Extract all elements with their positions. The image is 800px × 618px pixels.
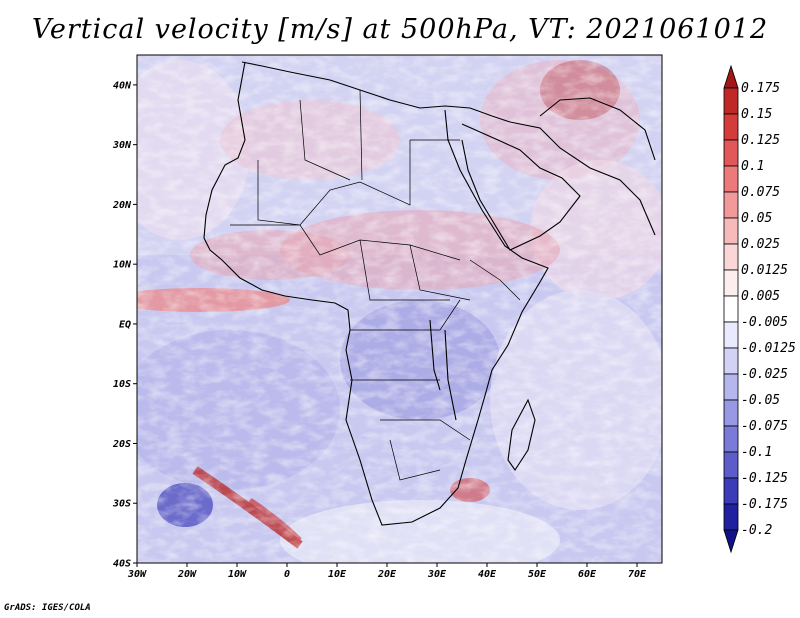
colorbar-label: 0.005 bbox=[741, 289, 780, 304]
colorbar-label: -0.075 bbox=[741, 419, 788, 434]
colorbar-swatch bbox=[723, 399, 739, 427]
lon-tick-label: 10W bbox=[228, 569, 247, 580]
lat-tick-label: 30S bbox=[112, 499, 131, 510]
colorbar-label: 0.0125 bbox=[741, 263, 788, 278]
colorbar-swatch bbox=[723, 269, 739, 297]
colorbar-top-arrow bbox=[723, 64, 739, 89]
colorbar-swatch bbox=[723, 139, 739, 167]
lat-tick-label: 20S bbox=[112, 439, 131, 450]
lon-tick-label: 20W bbox=[177, 569, 197, 580]
map-title: Vertical velocity [m/s] at 500hPa, VT: 2… bbox=[31, 14, 769, 45]
lon-tick-label: 60E bbox=[578, 569, 597, 580]
colorbar-swatch bbox=[723, 191, 739, 219]
lat-tick-label: 20N bbox=[112, 200, 132, 211]
longitude-axis: 30W 20W 10W 0 10E 20E 30E 40E 50E 60E 70E bbox=[127, 563, 647, 580]
colorbar-label: -0.025 bbox=[741, 367, 788, 382]
lon-tick-label: 70E bbox=[628, 569, 647, 580]
colorbar-label: -0.005 bbox=[741, 315, 788, 330]
colorbar-swatch bbox=[723, 321, 739, 349]
lat-tick-label: EQ bbox=[119, 319, 131, 330]
colorbar-swatch bbox=[723, 451, 739, 479]
colorbar-label: -0.0125 bbox=[741, 341, 796, 356]
velocity-field bbox=[137, 55, 662, 563]
lat-tick-label: 30N bbox=[112, 140, 132, 151]
lat-tick-label: 40S bbox=[113, 559, 131, 570]
lon-tick-label: 30W bbox=[127, 569, 147, 580]
lon-tick-label: 20E bbox=[377, 569, 397, 580]
grads-credit: GrADS: IGES/COLA bbox=[4, 603, 91, 613]
colorbar-swatch bbox=[723, 295, 739, 323]
lat-tick-label: 10S bbox=[113, 379, 131, 390]
colorbar-label: 0.175 bbox=[741, 81, 780, 96]
colorbar-swatch bbox=[723, 425, 739, 453]
lon-tick-label: 10E bbox=[328, 569, 347, 580]
colorbar-swatch bbox=[723, 347, 739, 375]
colorbar-label: -0.05 bbox=[741, 393, 780, 408]
colorbar-swatch bbox=[723, 165, 739, 193]
lon-tick-label: 0 bbox=[284, 569, 290, 580]
colorbar-swatch bbox=[723, 113, 739, 141]
colorbar-label: -0.125 bbox=[741, 471, 788, 486]
colorbar-label: 0.125 bbox=[741, 133, 780, 148]
colorbar-label: -0.175 bbox=[741, 497, 788, 512]
colorbar-bottom-arrow bbox=[723, 529, 739, 554]
colorbar-label: -0.1 bbox=[741, 445, 772, 460]
colorbar-label: 0.05 bbox=[741, 211, 772, 226]
colorbar-label: 0.025 bbox=[741, 237, 780, 252]
colorbar-label: -0.2 bbox=[741, 523, 772, 538]
colorbar-swatch bbox=[723, 87, 739, 115]
colorbar-label: 0.1 bbox=[741, 159, 764, 174]
coastlines bbox=[203, 61, 656, 526]
plot-frame bbox=[136, 54, 663, 564]
country-borders bbox=[230, 89, 521, 481]
colorbar-swatch bbox=[723, 373, 739, 401]
colorbar: 0.175 0.15 0.125 0.1 0.075 0.05 0.025 0.0125 0.0… bbox=[723, 64, 796, 554]
colorbar-swatch bbox=[723, 477, 739, 505]
colorbar-swatch bbox=[723, 243, 739, 271]
colorbar-swatch bbox=[723, 503, 739, 531]
latitude-axis: 40N 30N 20N 10N EQ 10S 20S 30S 40S bbox=[112, 80, 137, 570]
lat-tick-label: 40N bbox=[113, 80, 132, 91]
lat-tick-label: 10N bbox=[113, 260, 132, 271]
lon-tick-label: 50E bbox=[528, 569, 547, 580]
colorbar-label: 0.15 bbox=[741, 107, 772, 122]
colorbar-label: 0.075 bbox=[741, 185, 780, 200]
lon-tick-label: 40E bbox=[478, 569, 497, 580]
colorbar-swatch bbox=[723, 217, 739, 245]
lon-tick-label: 30E bbox=[427, 569, 447, 580]
